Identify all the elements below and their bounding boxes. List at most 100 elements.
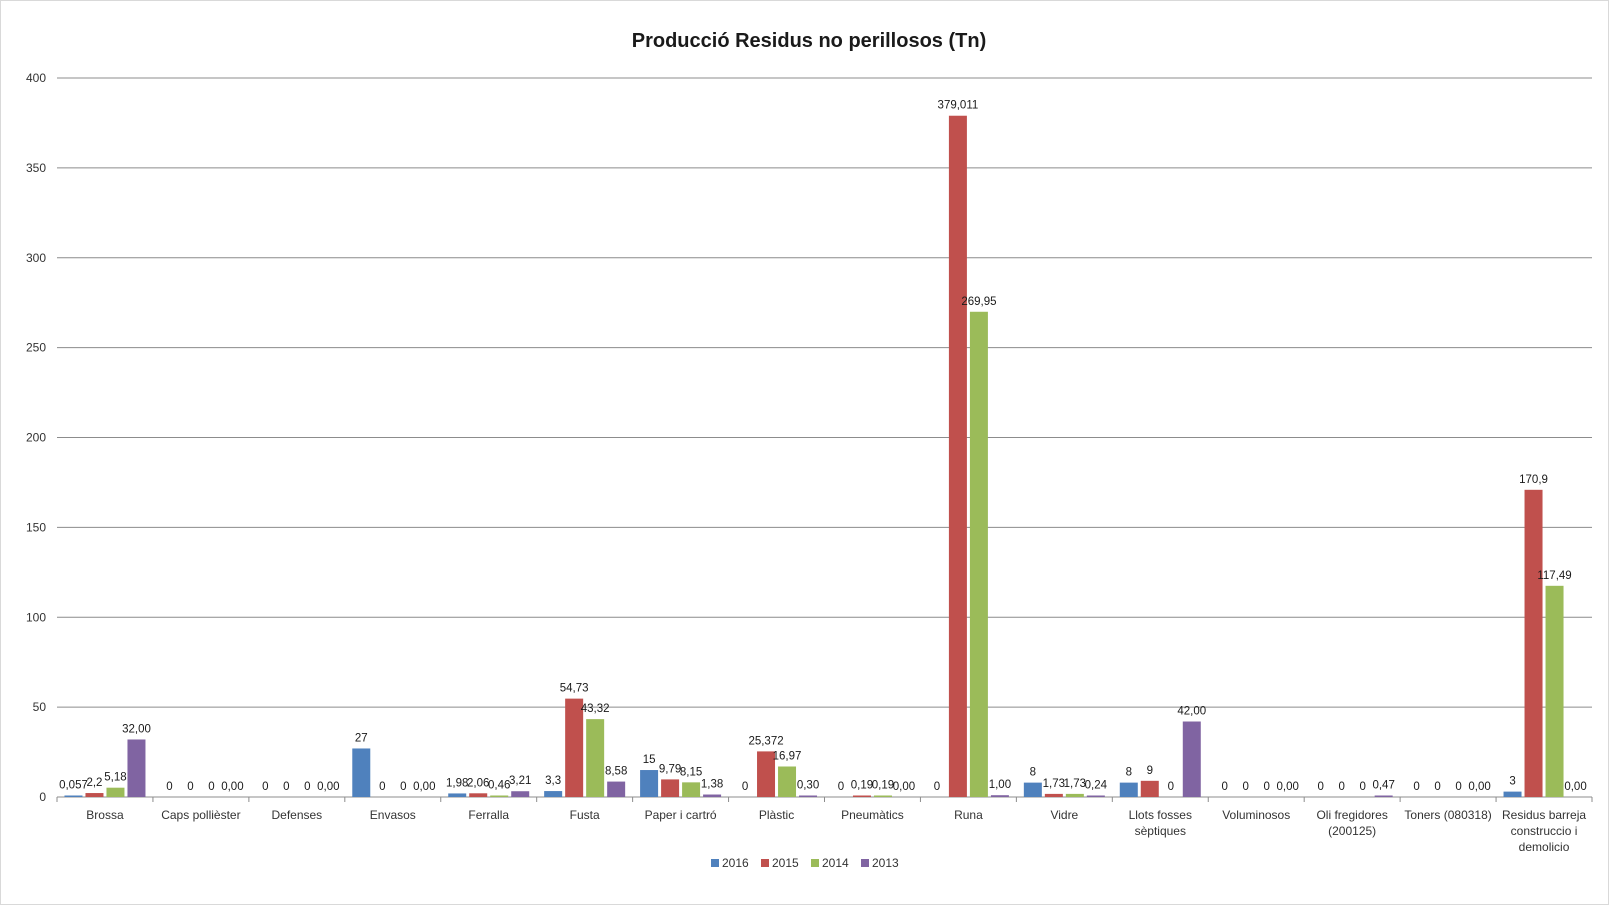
x-category-label: Paper i cartró (645, 808, 717, 822)
data-label: 5,18 (104, 772, 126, 784)
data-label: 0,00 (413, 781, 435, 793)
bar (852, 795, 871, 797)
bar (586, 719, 605, 797)
bar (1374, 795, 1393, 797)
data-label: 9 (1147, 765, 1153, 777)
data-label: 117,49 (1537, 570, 1571, 582)
y-axis-ticks: 0 50 100 150 200 250 300 350 400 (26, 71, 46, 804)
data-label: 0 (1455, 781, 1461, 793)
data-label: 0 (262, 781, 268, 793)
data-label: 8,58 (605, 766, 627, 778)
bar (448, 793, 467, 797)
y-tick-label: 150 (26, 520, 46, 534)
data-label: 16,97 (773, 750, 802, 762)
data-label: 0 (208, 781, 214, 793)
gridlines (56, 77, 1593, 802)
bar (469, 793, 488, 797)
data-label: 0,46 (488, 780, 510, 792)
data-label: 0 (1359, 781, 1365, 793)
bar (1044, 793, 1063, 797)
bar (1503, 791, 1522, 797)
x-category-label: Caps pollièster (161, 808, 240, 822)
bar (969, 311, 988, 797)
y-tick-label: 250 (26, 341, 46, 355)
y-tick-label: 350 (26, 161, 46, 175)
legend: 2016 2015 2014 2013 (711, 856, 899, 870)
data-label: 0 (283, 781, 289, 793)
x-category-label: Envasos (370, 808, 416, 822)
bar (490, 795, 509, 797)
x-category-label: Plàstic (759, 808, 794, 822)
data-label: 0,00 (317, 781, 339, 793)
x-category-label: (200125) (1328, 824, 1376, 838)
data-label: 27 (355, 732, 368, 744)
data-label: 0,00 (1564, 781, 1586, 793)
data-label: 0,057 (59, 780, 88, 792)
data-label: 0 (304, 781, 310, 793)
x-category-label: sèptiques (1135, 824, 1186, 838)
x-category-label: Oli fregidores (1316, 808, 1387, 822)
data-label: 25,372 (748, 735, 783, 747)
data-label: 0 (1338, 781, 1344, 793)
y-tick-label: 200 (26, 431, 46, 445)
bars (64, 115, 1564, 798)
data-label: 0 (379, 781, 385, 793)
x-category-label: Brossa (86, 808, 124, 822)
legend-label: 2013 (872, 856, 899, 870)
data-label: 8 (1030, 767, 1036, 779)
bar (1023, 782, 1042, 797)
data-label: 0,00 (1468, 781, 1490, 793)
data-label: 1,00 (989, 779, 1011, 791)
bar (106, 787, 125, 797)
x-category-label: Ferralla (468, 808, 509, 822)
data-label: 0,47 (1372, 780, 1394, 792)
bar (799, 795, 818, 797)
data-label: 3,21 (509, 775, 531, 787)
data-label: 0 (1243, 781, 1249, 793)
data-label: 0,24 (1085, 780, 1108, 792)
data-label: 2,2 (86, 777, 102, 789)
data-label: 2,06 (467, 777, 489, 789)
bar (682, 782, 701, 797)
data-label: 0 (1168, 781, 1174, 793)
legend-swatch (811, 859, 819, 867)
data-label: 0,00 (221, 781, 243, 793)
x-category-label: demolicio (1519, 840, 1570, 854)
bar (127, 739, 146, 797)
data-label: 0 (1317, 781, 1323, 793)
x-category-label: construccio i (1511, 824, 1578, 838)
data-label: 1,73 (1043, 778, 1065, 790)
legend-swatch (761, 859, 769, 867)
bar (64, 795, 83, 797)
y-tick-label: 0 (39, 790, 46, 804)
x-category-label: Vidre (1050, 808, 1078, 822)
data-label: 32,00 (122, 723, 151, 735)
legend-label: 2016 (722, 856, 749, 870)
x-category-label: Residus barreja (1502, 808, 1586, 822)
bar (778, 766, 797, 797)
y-tick-label: 50 (33, 700, 47, 714)
data-label: 0 (1264, 781, 1270, 793)
data-label: 0 (1222, 781, 1228, 793)
bar (873, 795, 892, 797)
x-axis-categories: Brossa Caps pollièster Defenses Envasos Ferr… (86, 808, 1586, 854)
data-label: 8,15 (680, 766, 702, 778)
bar (1140, 780, 1159, 797)
bar (544, 791, 563, 797)
bar (1524, 489, 1543, 797)
data-label: 1,38 (701, 779, 723, 791)
bar (511, 791, 530, 797)
bar (1119, 782, 1138, 797)
legend-label: 2014 (822, 856, 849, 870)
data-label: 0 (838, 781, 844, 793)
data-label: 0,00 (1277, 781, 1299, 793)
bar (990, 795, 1009, 797)
data-label: 0 (1434, 781, 1440, 793)
y-tick-label: 400 (26, 71, 46, 85)
bar (757, 751, 776, 797)
legend-label: 2015 (772, 856, 799, 870)
data-label: 170,9 (1519, 474, 1548, 486)
y-tick-label: 300 (26, 251, 46, 265)
